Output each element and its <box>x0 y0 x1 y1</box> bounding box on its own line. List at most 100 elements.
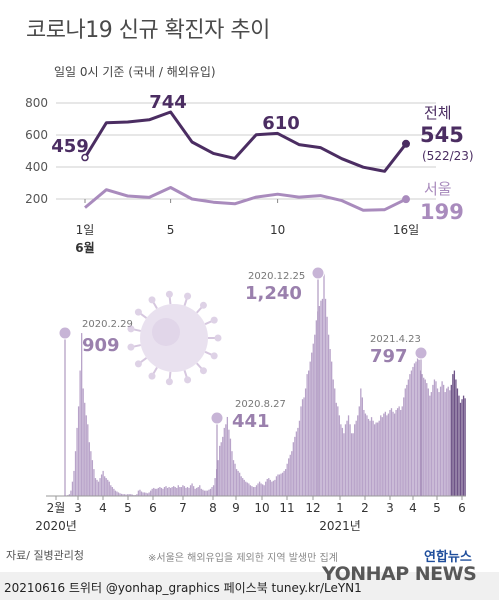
x-tick-label: 6 <box>149 501 157 515</box>
daily-case-bar <box>442 384 445 496</box>
x-tick-label: 10 <box>254 501 269 515</box>
daily-case-bar <box>177 485 179 496</box>
daily-case-bar <box>182 485 184 496</box>
chart-subtitle: 일일 0시 기준 (국내 / 해외유입) <box>54 65 216 79</box>
daily-case-bar <box>156 488 158 496</box>
daily-case-bar <box>331 361 333 496</box>
daily-case-bar <box>389 409 391 496</box>
daily-case-bar <box>142 492 144 496</box>
daily-case-bar <box>297 427 299 496</box>
daily-case-bar <box>176 487 178 496</box>
daily-case-bar <box>409 374 411 496</box>
daily-case-bar <box>151 488 153 496</box>
daily-case-bar <box>412 366 414 496</box>
daily-case-bar <box>278 474 281 496</box>
daily-case-bar <box>174 487 176 496</box>
daily-case-bar <box>179 487 181 496</box>
virus-spike-tip <box>165 290 173 298</box>
daily-case-bar <box>238 472 241 496</box>
daily-case-bar <box>99 478 101 496</box>
daily-case-bar <box>274 479 276 496</box>
daily-case-bar <box>458 395 460 496</box>
daily-case-bar <box>298 420 301 496</box>
daily-case-bar <box>71 481 74 496</box>
x-tick-label: 3 <box>386 501 394 515</box>
daily-case-bar <box>295 431 298 496</box>
peak-date-label: 2020.12.25 <box>248 271 305 282</box>
daily-case-bar <box>96 479 98 496</box>
daily-case-bar <box>245 481 247 496</box>
daily-case-bar <box>280 473 282 496</box>
virus-spike-tip <box>127 343 135 351</box>
total-series-name: 전체 <box>424 104 452 122</box>
daily-case-bar <box>349 424 351 496</box>
daily-case-bar <box>197 487 199 496</box>
daily-case-bar <box>450 384 452 496</box>
daily-case-bar <box>320 300 322 496</box>
daily-case-bar <box>202 489 204 496</box>
daily-case-bar <box>194 488 196 496</box>
daily-case-bar <box>196 487 198 496</box>
daily-case-bar <box>131 494 133 496</box>
x-tick-label: 6 <box>458 501 466 515</box>
daily-case-bar <box>304 388 307 496</box>
daily-case-bar <box>354 424 356 496</box>
daily-case-bar <box>447 386 449 496</box>
daily-case-bar <box>314 334 316 496</box>
daily-case-bar <box>226 416 229 496</box>
daily-case-bar <box>191 483 193 496</box>
daily-case-bar <box>180 487 183 496</box>
x-tick-label: 2월 <box>47 501 66 515</box>
x-tick-label: 11 <box>279 501 294 515</box>
daily-case-bar <box>461 399 463 496</box>
daily-case-bar <box>281 472 284 496</box>
peak-value-label: 797 <box>370 346 408 367</box>
daily-case-bar <box>162 488 164 496</box>
seoul-end-value: 199 <box>420 200 464 224</box>
x-tick-label: 8 <box>209 501 217 515</box>
daily-case-bar <box>94 478 97 496</box>
daily-case-bar <box>435 381 437 496</box>
y-tick-label: 200 <box>25 192 48 206</box>
daily-case-bar <box>231 451 233 496</box>
daily-case-bar <box>436 388 439 496</box>
daily-case-bar <box>303 397 305 496</box>
daily-case-bar <box>192 486 195 496</box>
daily-case-bar <box>380 415 382 496</box>
daily-case-bar <box>237 470 239 496</box>
daily-case-bar <box>203 490 206 496</box>
daily-case-bar <box>217 460 219 496</box>
daily-case-bar <box>111 487 113 496</box>
daily-case-bar <box>127 494 129 496</box>
daily-case-bar <box>403 397 405 496</box>
daily-case-bar <box>265 481 267 496</box>
daily-case-bar <box>189 485 192 496</box>
daily-case-bar <box>381 417 383 496</box>
footer-strip <box>0 572 499 600</box>
daily-case-bar <box>352 433 354 496</box>
daily-case-bar <box>208 489 210 496</box>
x-tick-label: 1 <box>336 501 344 515</box>
daily-case-bar <box>398 406 400 496</box>
daily-case-bar <box>240 476 242 496</box>
daily-case-bar <box>413 363 416 496</box>
daily-case-bar <box>84 402 86 496</box>
x-month-label: 6월 <box>75 240 94 255</box>
daily-case-bar <box>323 273 325 496</box>
daily-case-bar <box>386 415 388 496</box>
daily-case-bar <box>74 451 77 496</box>
daily-case-bar <box>392 411 394 496</box>
daily-case-bar <box>110 485 112 496</box>
daily-case-bar <box>212 485 215 496</box>
daily-case-bar <box>406 384 408 496</box>
daily-case-bar <box>415 361 417 496</box>
daily-case-bar <box>294 436 296 496</box>
daily-case-bar <box>464 398 466 496</box>
daily-case-bar <box>300 406 302 496</box>
daily-case-bar <box>407 379 410 496</box>
peak-marker <box>414 346 428 360</box>
daily-case-bar <box>429 395 431 496</box>
daily-case-bar <box>160 487 163 496</box>
daily-case-bar <box>384 411 387 496</box>
daily-case-bar <box>378 420 380 496</box>
